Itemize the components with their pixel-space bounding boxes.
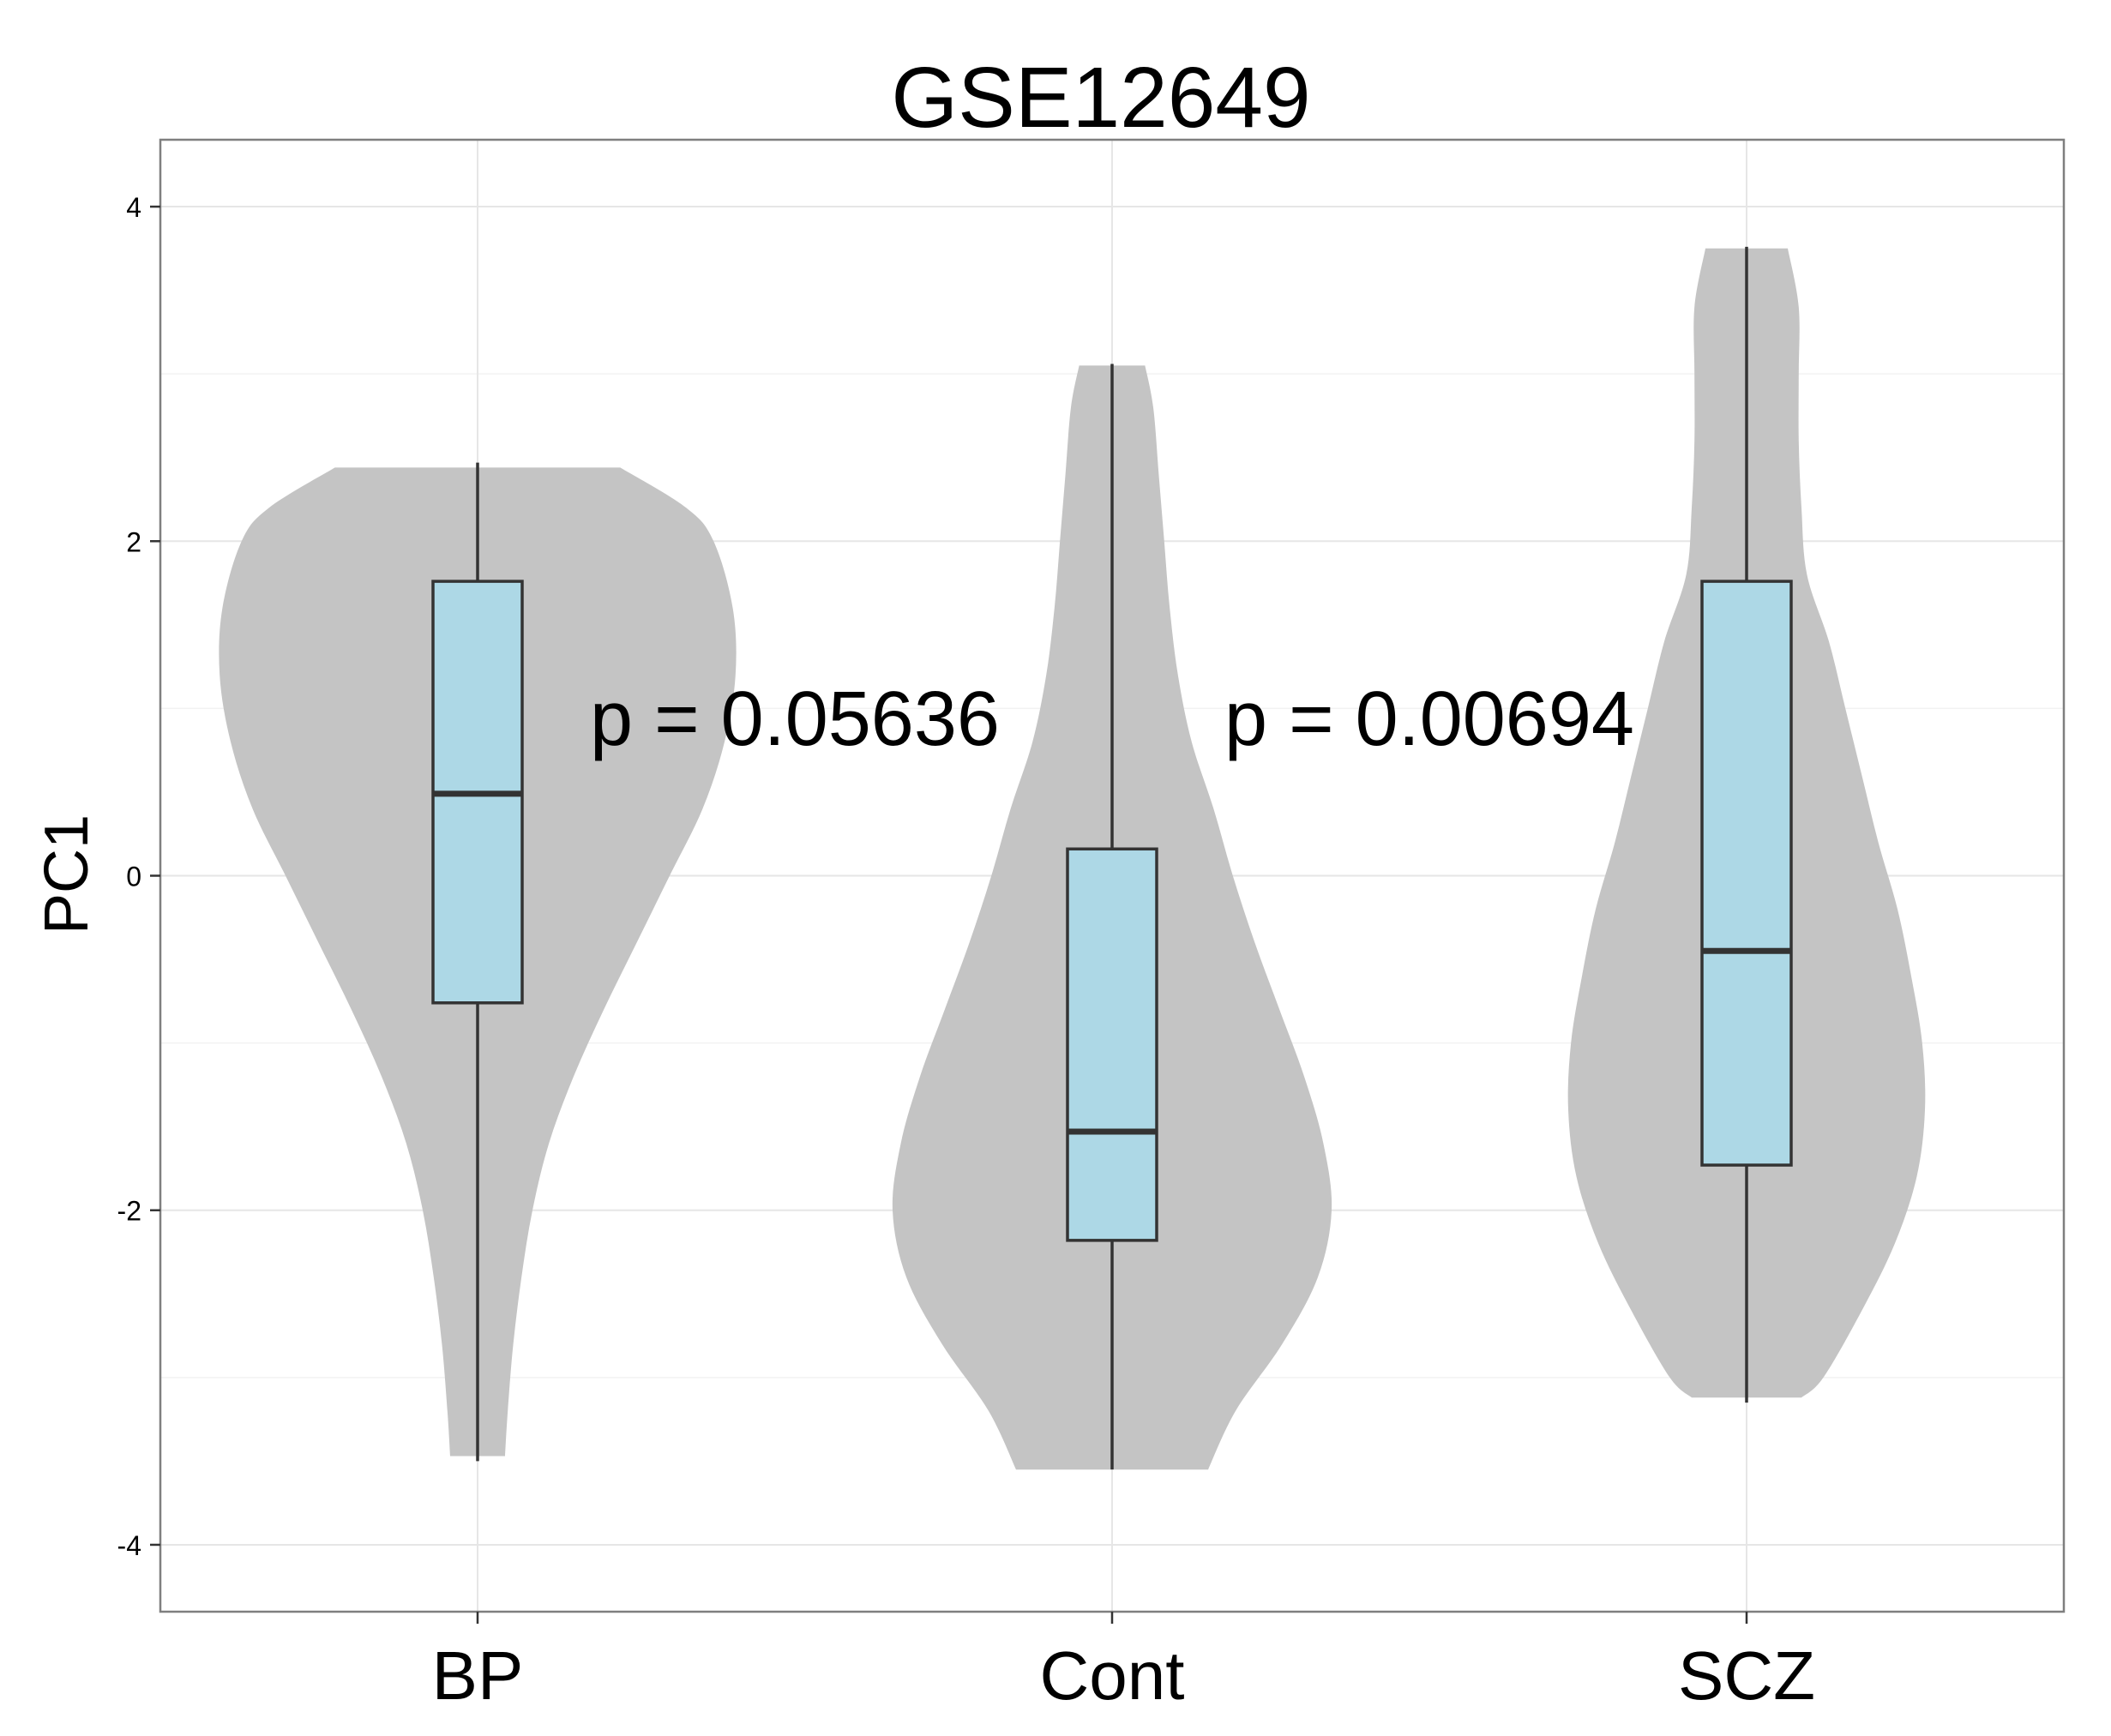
- box-scz: [1700, 580, 1793, 1167]
- y-tick-label: 0: [126, 862, 141, 892]
- axis-layer: -4 -2 0 2 4 BP Cont SCZ: [117, 192, 1815, 1714]
- p-value-annotation: p = 0.00694: [1224, 676, 1634, 762]
- box-cont: [1066, 847, 1158, 1242]
- box-layer: [431, 246, 1793, 1470]
- x-tick-label-bp: BP: [432, 1637, 524, 1714]
- y-tick-label: 4: [126, 192, 141, 223]
- y-tick-label: 2: [126, 526, 141, 557]
- annotation-layer: p = 0.05636 p = 0.00694: [590, 676, 1634, 762]
- p-value-annotation: p = 0.05636: [590, 676, 1000, 762]
- x-tick-label-scz: SCZ: [1678, 1637, 1815, 1714]
- x-tick-label-cont: Cont: [1040, 1637, 1185, 1714]
- chart-title: GSE12649: [891, 50, 1310, 146]
- y-tick-label: -4: [117, 1530, 141, 1561]
- y-tick-label: -2: [117, 1196, 141, 1227]
- y-axis-label: PC1: [33, 814, 101, 934]
